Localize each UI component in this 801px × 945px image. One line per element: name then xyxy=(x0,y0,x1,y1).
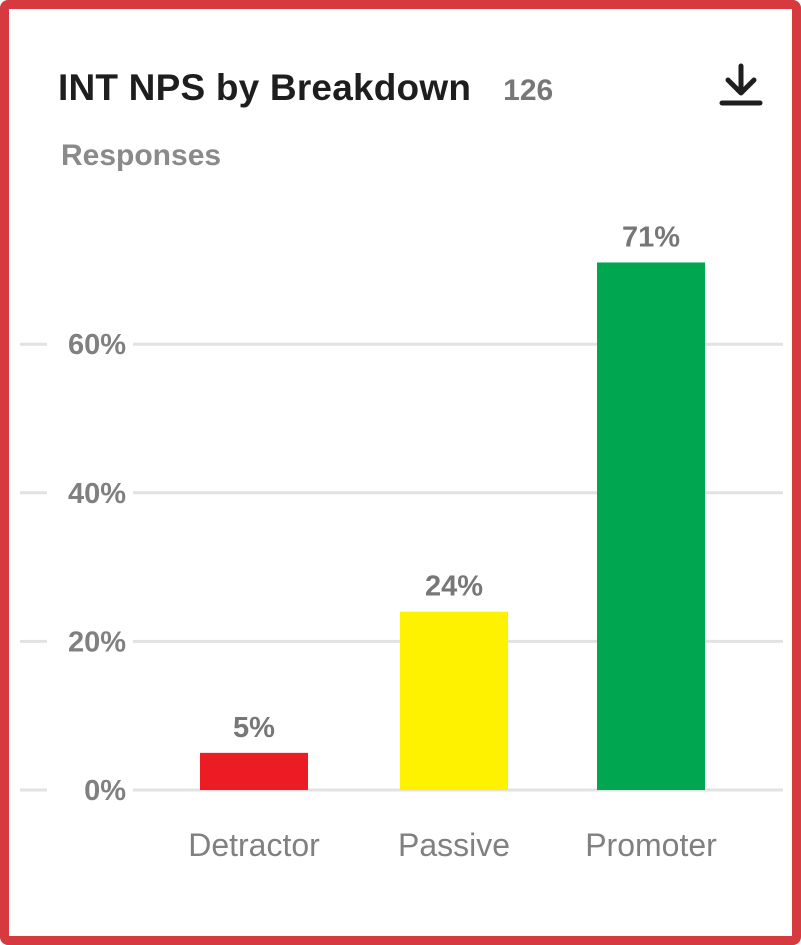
card-header: INT NPS by Breakdown 126 xyxy=(58,67,553,109)
download-button[interactable] xyxy=(716,62,766,110)
x-category-label: Passive xyxy=(398,827,510,863)
response-count: 126 xyxy=(503,74,554,107)
y-tick-label: 20% xyxy=(68,626,126,658)
bar-value-label: 5% xyxy=(233,712,275,744)
x-category-label: Detractor xyxy=(188,827,320,863)
bar-value-label: 71% xyxy=(622,221,680,253)
download-icon xyxy=(719,63,763,106)
bar-detractor xyxy=(200,752,308,790)
chart-subtitle: Responses xyxy=(61,139,222,172)
card-title: INT NPS by Breakdown xyxy=(58,67,472,108)
y-tick-label: 40% xyxy=(68,478,126,510)
x-category-label: Promoter xyxy=(585,827,717,863)
bar-promoter xyxy=(597,262,705,791)
bar-value-label: 24% xyxy=(425,571,483,603)
bar-passive xyxy=(400,611,508,790)
y-tick-label: 60% xyxy=(68,329,126,361)
y-tick-label: 0% xyxy=(84,775,126,807)
